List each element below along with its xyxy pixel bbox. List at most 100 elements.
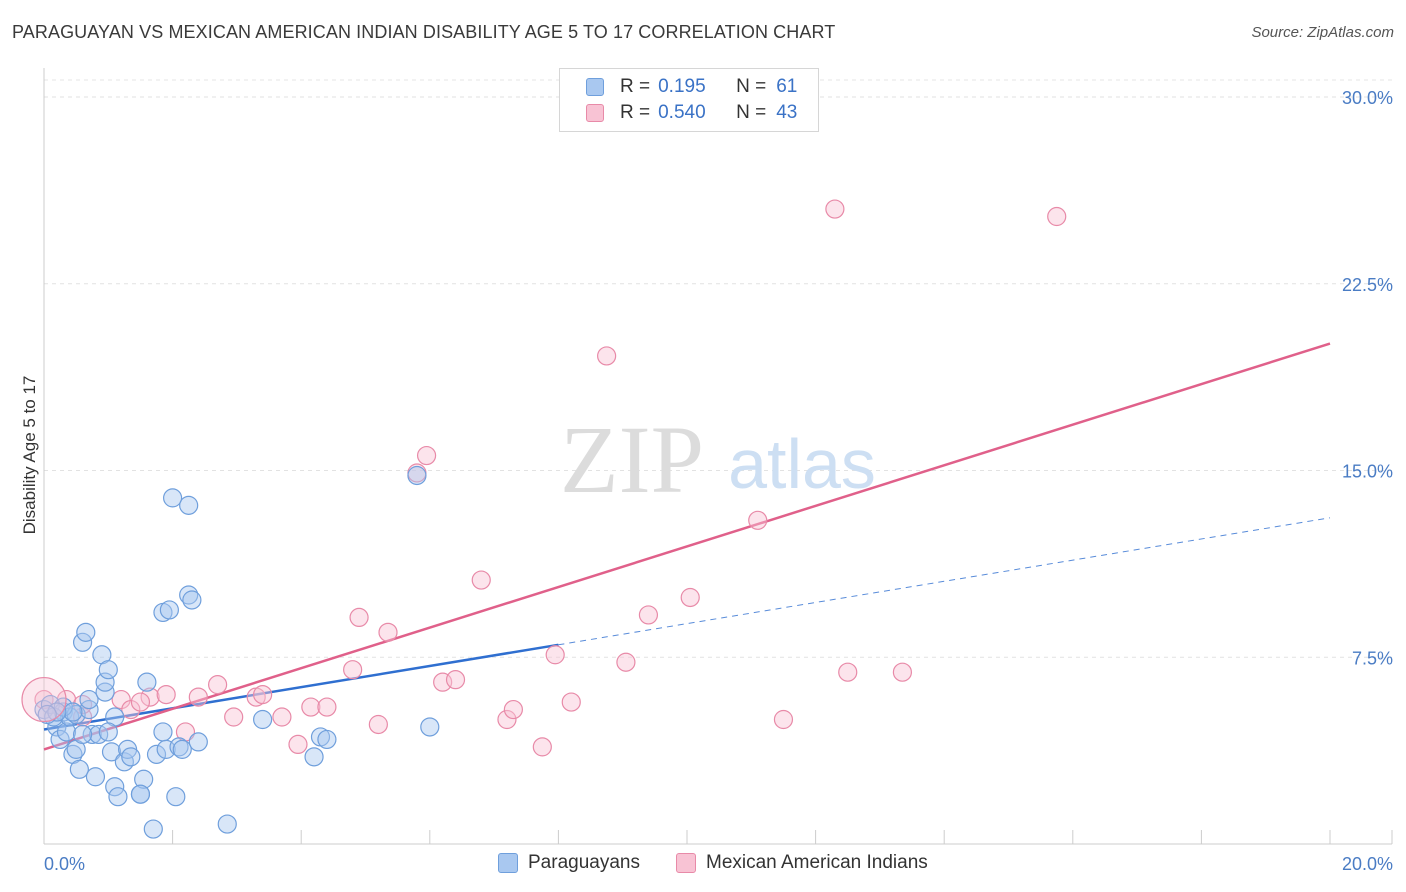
point-paraguayans [137,672,157,692]
point-paraguayans [159,600,179,620]
point-paraguayans [407,465,427,486]
legend-row-paraguayans: R = 0.195 N = 61 [586,75,797,99]
point-mexican-american-indians [368,714,388,735]
point-mexican-american-indians [503,699,523,720]
point-mexican-american-indians [349,607,369,628]
legend-r-label: R = [620,76,651,97]
point-paraguayans [143,819,163,839]
point-paraguayans [56,722,77,742]
point-mexican-american-indians [343,660,363,680]
trend-lines [43,342,1331,751]
point-paraguayans [179,495,199,515]
data-points [21,199,1067,839]
y-axis-title: Disability Age 5 to 17 [20,376,39,535]
legend-swatch-pink [676,853,696,873]
point-paraguayans [98,660,118,680]
point-mexican-american-indians [317,697,337,717]
point-paraguayans [166,787,186,807]
point-paraguayans [82,724,102,745]
watermark: ZIP atlas [560,406,876,513]
point-paraguayans [169,737,189,757]
point-mexican-american-indians [156,684,176,705]
point-paraguayans [53,697,73,717]
point-mexican-american-indians [224,707,244,727]
point-paraguayans [217,814,237,834]
legend-r-value: 0.540 [658,102,706,123]
legend-row-mexican-american-indians: R = 0.540 N = 43 [586,101,797,125]
point-mexican-american-indians [72,694,93,715]
x-tick-label: 0.0% [44,854,85,874]
legend-item-mexican-american-indians[interactable]: Mexican American Indians [676,852,928,874]
chart-title: PARAGUAYAN VS MEXICAN AMERICAN INDIAN DI… [12,22,836,42]
point-mexican-american-indians [616,652,636,672]
y-tick-label: 7.5% [1352,648,1393,668]
trend-line-extension [558,517,1331,646]
point-paraguayans [85,767,106,787]
point-mexican-american-indians [838,662,858,682]
legend-swatch-blue [586,78,604,96]
y-tick-label: 30.0% [1342,88,1393,108]
legend-r-value: 0.195 [658,76,706,97]
point-mexican-american-indians [111,689,131,710]
point-mexican-american-indians [301,697,321,717]
correlation-legend: R = 0.195 N = 61 R = 0.540 N = 43 [559,68,819,132]
point-paraguayans [79,699,99,720]
watermark-zip: ZIP [560,406,704,513]
point-paraguayans [146,744,167,764]
point-paraguayans [114,752,134,772]
point-paraguayans [76,622,96,642]
point-paraguayans [79,689,99,710]
trend-line-paraguayans [43,643,559,731]
source-label: Source: ZipAtlas.com [1251,24,1394,41]
point-paraguayans [95,672,115,692]
tick-labels: 7.5% 15.0% 22.5% 30.0% 0.0% 20.0% [44,88,1393,874]
point-mexican-american-indians [532,737,552,757]
point-mexican-american-indians [545,645,565,665]
gridlines [44,79,1392,658]
point-mexican-american-indians [748,510,768,530]
x-tick-label: 20.0% [1342,854,1393,874]
y-tick-label: 15.0% [1342,462,1393,482]
point-paraguayans [95,682,115,702]
point-mexican-american-indians [497,709,517,730]
legend-swatch-blue [498,853,518,873]
point-paraguayans [317,729,337,750]
watermark-atlas: atlas [728,425,876,503]
point-mexican-american-indians [121,699,141,720]
legend-item-paraguayans[interactable]: Paraguayans [498,852,640,874]
point-paraguayans [101,742,122,762]
point-paraguayans [130,784,151,804]
point-paraguayans [63,702,83,722]
point-mexican-american-indians [188,687,208,707]
point-mexican-american-indians [561,692,581,712]
point-mexican-american-indians [208,675,228,695]
legend-r-label: R = [620,102,651,123]
point-paraguayans [172,739,192,759]
y-tick-label: 22.5% [1342,275,1393,295]
point-mexican-american-indians [288,734,308,755]
point-mexican-american-indians [680,587,700,608]
point-mexican-american-indians [1047,206,1067,227]
point-mexican-american-indians [34,689,54,710]
point-paraguayans [134,769,154,789]
point-mexican-american-indians [130,692,151,712]
point-mexican-american-indians [892,662,913,682]
point-paraguayans [163,488,183,508]
point-paraguayans [253,709,273,730]
point-mexican-american-indians [773,709,794,730]
point-paraguayans [153,722,173,742]
point-paraguayans [304,747,324,767]
legend-n-value: 43 [776,102,798,123]
point-paraguayans [69,759,89,779]
point-mexican-american-indians [597,346,617,366]
point-paraguayans [420,717,440,737]
trend-line-mexican-american-indians [43,342,1331,751]
point-mexican-american-indians [253,684,273,705]
legend-n-value: 61 [776,76,798,97]
point-paraguayans [182,590,202,610]
legend-label: Paraguayans [528,852,640,873]
point-paraguayans [108,787,128,807]
point-mexican-american-indians [471,570,491,590]
point-paraguayans [121,747,141,767]
